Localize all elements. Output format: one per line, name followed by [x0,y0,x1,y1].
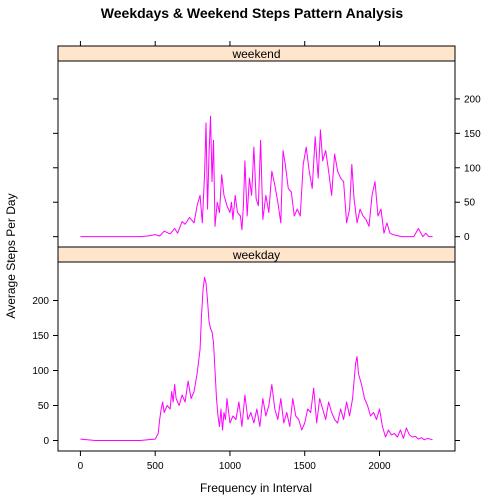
x-tick-label: 0 [78,461,84,472]
strip-label-weekday: weekday [232,248,280,262]
y-tick-label: 150 [464,129,481,140]
x-tick-label: 1000 [219,461,242,472]
chart-title: Weekdays & Weekend Steps Pattern Analysi… [101,5,404,21]
panel-frame-weekday [57,261,456,452]
y-tick-label: 0 [43,436,49,447]
y-tick-label: 150 [32,331,49,342]
panel-weekday: weekday 0 50 100 150 200 [32,246,460,452]
panel-weekend: weekend 0 50 100 150 200 [53,45,481,248]
y-tick-label: 0 [464,232,470,243]
y-tick-label: 100 [464,163,481,174]
y-tick-label: 50 [464,198,476,209]
y-tick-label: 100 [32,366,49,377]
y-tick-label: 200 [464,94,481,105]
series-line-weekend [80,115,433,238]
y-tick-label: 50 [38,401,50,412]
x-tick-label: 500 [147,461,164,472]
panel-frame-weekend [57,60,456,248]
y-axis-title: Average Steps Per Day [4,193,18,318]
y-tick-label: 200 [32,296,49,307]
strip-label-weekend: weekend [231,47,280,61]
x-tick-label: 2000 [368,461,391,472]
series-line-weekday [80,276,433,441]
x-tick-label: 1500 [294,461,317,472]
x-axis-title: Frequency in Interval [200,481,312,495]
